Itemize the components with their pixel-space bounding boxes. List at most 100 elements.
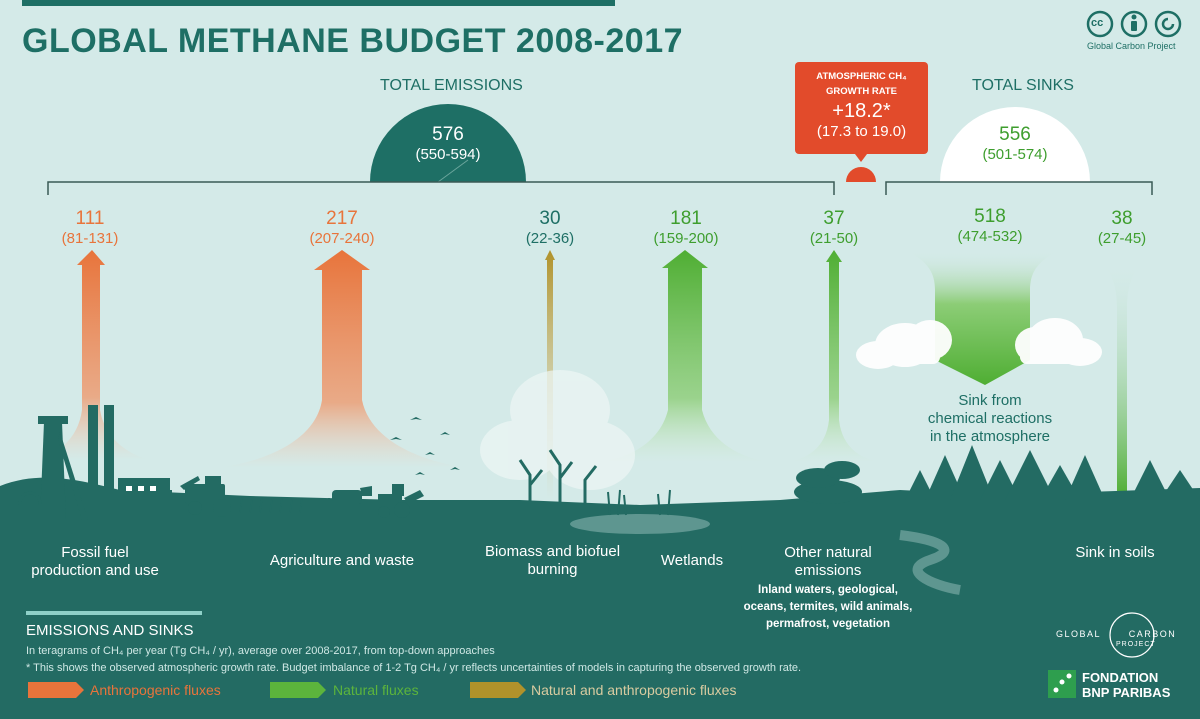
fossil-facility bbox=[4, 405, 172, 520]
source-biomass-value: 30 bbox=[539, 208, 561, 229]
legend-anthropogenic-label: Anthropogenic fluxes bbox=[90, 682, 221, 698]
gcp-logo-ring bbox=[1109, 612, 1155, 658]
label-other-detail: Inland waters, geological, oceans, termi… bbox=[733, 582, 923, 633]
footer-bar bbox=[26, 611, 202, 615]
sink-soil-range: (27-45) bbox=[1097, 230, 1147, 247]
sink-chemical-label-line1: Sink from bbox=[958, 392, 1022, 409]
label-sink-soil: Sink in soils bbox=[1075, 544, 1155, 561]
source-fossil-value: 111 bbox=[75, 208, 105, 229]
source-biomass-range: (22-36) bbox=[525, 230, 575, 247]
sink-chemical-label-line3: in the atmosphere bbox=[929, 428, 1051, 445]
river bbox=[899, 530, 961, 595]
cc-icon bbox=[1086, 10, 1114, 38]
attribution-icon bbox=[1120, 10, 1148, 38]
grass bbox=[239, 496, 303, 513]
total-sinks-range: (501-574) bbox=[982, 146, 1048, 163]
bnp-logo-line2: BNP PARIBAS bbox=[1082, 685, 1171, 700]
reeds bbox=[607, 489, 671, 516]
factory-windows bbox=[126, 486, 156, 491]
label-biomass-line2: burning bbox=[527, 561, 578, 578]
label-other-detail-line1: Inland waters, geological, bbox=[758, 584, 898, 596]
label-fossil: Fossil fuel production and use bbox=[10, 544, 180, 580]
birds bbox=[390, 417, 460, 475]
gcp-logo-line3: PROJECT bbox=[1116, 641, 1156, 648]
footer-note-imbalance: * This shows the observed atmospheric gr… bbox=[26, 662, 802, 674]
legend-mixed-swatch bbox=[470, 682, 526, 698]
source-wetlands-range: (159-200) bbox=[653, 230, 719, 247]
gcp-logo-text: GLOBAL CARBON bbox=[1056, 629, 1176, 639]
label-other-detail-line3: permafrost, vegetation bbox=[766, 618, 890, 630]
share-alike-arrow bbox=[1161, 17, 1175, 31]
sink-chemical-label-line2: chemical reactions bbox=[927, 410, 1053, 427]
attribution-figure bbox=[1131, 14, 1137, 31]
sink-soil-value: 38 bbox=[1111, 208, 1133, 229]
smoke bbox=[480, 370, 635, 490]
legend-mixed-label: Natural and anthropogenic fluxes bbox=[531, 682, 737, 698]
clouds bbox=[856, 318, 1102, 369]
sink-chemical-funnel bbox=[905, 250, 1060, 385]
license-icons bbox=[1086, 10, 1182, 38]
legend-natural-label: Natural fluxes bbox=[333, 682, 419, 698]
gcp-logo-line1: GLOBAL bbox=[1056, 629, 1101, 639]
sink-chemical-value: 518 bbox=[974, 206, 1006, 227]
label-biomass-line1: Biomass and biofuel bbox=[484, 543, 621, 560]
legend-natural-swatch bbox=[270, 682, 326, 698]
source-other-range: (21-50) bbox=[809, 230, 859, 247]
dome-slash bbox=[437, 159, 469, 183]
forest bbox=[905, 445, 1200, 500]
label-fossil-line1: Fossil fuel bbox=[61, 544, 129, 561]
acacia-tree bbox=[794, 461, 862, 518]
label-agriculture: Agriculture and waste bbox=[269, 552, 415, 569]
cc-glyph: cc bbox=[1091, 17, 1104, 29]
label-wetlands: Wetlands bbox=[660, 552, 724, 569]
source-wetlands-value: 181 bbox=[670, 208, 702, 229]
source-agriculture-value: 217 bbox=[326, 208, 358, 229]
sink-chemical-range: (474-532) bbox=[957, 228, 1023, 245]
sinks-dome bbox=[940, 107, 1090, 182]
gcp-logo-line2: CARBON bbox=[1128, 629, 1177, 639]
growth-dome bbox=[846, 167, 876, 182]
bnp-logo-text: FONDATION BNP PARIBAS bbox=[1082, 670, 1170, 700]
growth-value: +18.2* bbox=[832, 100, 891, 122]
bnp-stars bbox=[1053, 673, 1072, 693]
sink-chemical-label: Sink from chemical reactions in the atmo… bbox=[900, 392, 1080, 446]
total-emissions-range: (550-594) bbox=[415, 146, 481, 163]
burning-trees bbox=[518, 449, 598, 515]
emissions-bracket bbox=[47, 181, 835, 195]
source-other-value: 37 bbox=[823, 208, 845, 229]
plume-agriculture bbox=[216, 250, 470, 468]
source-fossil-range: (81-131) bbox=[61, 230, 119, 247]
page-title: GLOBAL METHANE BUDGET 2008-2017 bbox=[22, 22, 684, 60]
growth-label-line2: GROWTH RATE bbox=[825, 86, 898, 97]
label-fossil-line2: production and use bbox=[31, 562, 159, 579]
total-emissions-heading: TOTAL EMISSIONS bbox=[380, 77, 523, 94]
growth-pointer bbox=[855, 154, 867, 162]
plume-wetlands bbox=[600, 250, 770, 462]
emissions-dome bbox=[370, 104, 526, 182]
footer-heading: EMISSIONS AND SINKS bbox=[26, 622, 194, 639]
label-other: Other natural emissions bbox=[760, 544, 896, 580]
plume-other-natural bbox=[786, 250, 882, 462]
sinks-bracket bbox=[885, 181, 1153, 195]
label-other-line2: emissions bbox=[794, 562, 862, 579]
label-biomass: Biomass and biofuel burning bbox=[470, 543, 635, 579]
wetland-water bbox=[570, 514, 710, 534]
label-other-detail-line2: oceans, termites, wild animals, bbox=[743, 601, 913, 613]
agriculture-scene bbox=[180, 476, 424, 518]
plume-fossil bbox=[36, 250, 150, 460]
legend-anthropogenic-swatch bbox=[28, 682, 84, 698]
sink-soil-funnel bbox=[1092, 258, 1152, 496]
source-agriculture-range: (207-240) bbox=[309, 230, 375, 247]
gcp-credit-label: Global Carbon Project bbox=[1087, 41, 1176, 51]
growth-range: (17.3 to 19.0) bbox=[816, 123, 907, 140]
title-bar bbox=[22, 0, 615, 6]
share-alike-icon bbox=[1154, 10, 1182, 38]
bnp-logo-line1: FONDATION bbox=[1082, 670, 1159, 685]
footer-note-units: In teragrams of CH₄ per year (Tg CH₄ / y… bbox=[26, 645, 495, 657]
total-sinks-value: 556 bbox=[999, 124, 1031, 145]
growth-rate-box: ATMOSPHERIC CH₄ GROWTH RATE +18.2* (17.3… bbox=[795, 62, 928, 154]
growth-label-line1: ATMOSPHERIC CH₄ bbox=[816, 71, 907, 82]
label-other-line1: Other natural bbox=[784, 544, 872, 561]
total-emissions-value: 576 bbox=[432, 124, 464, 145]
